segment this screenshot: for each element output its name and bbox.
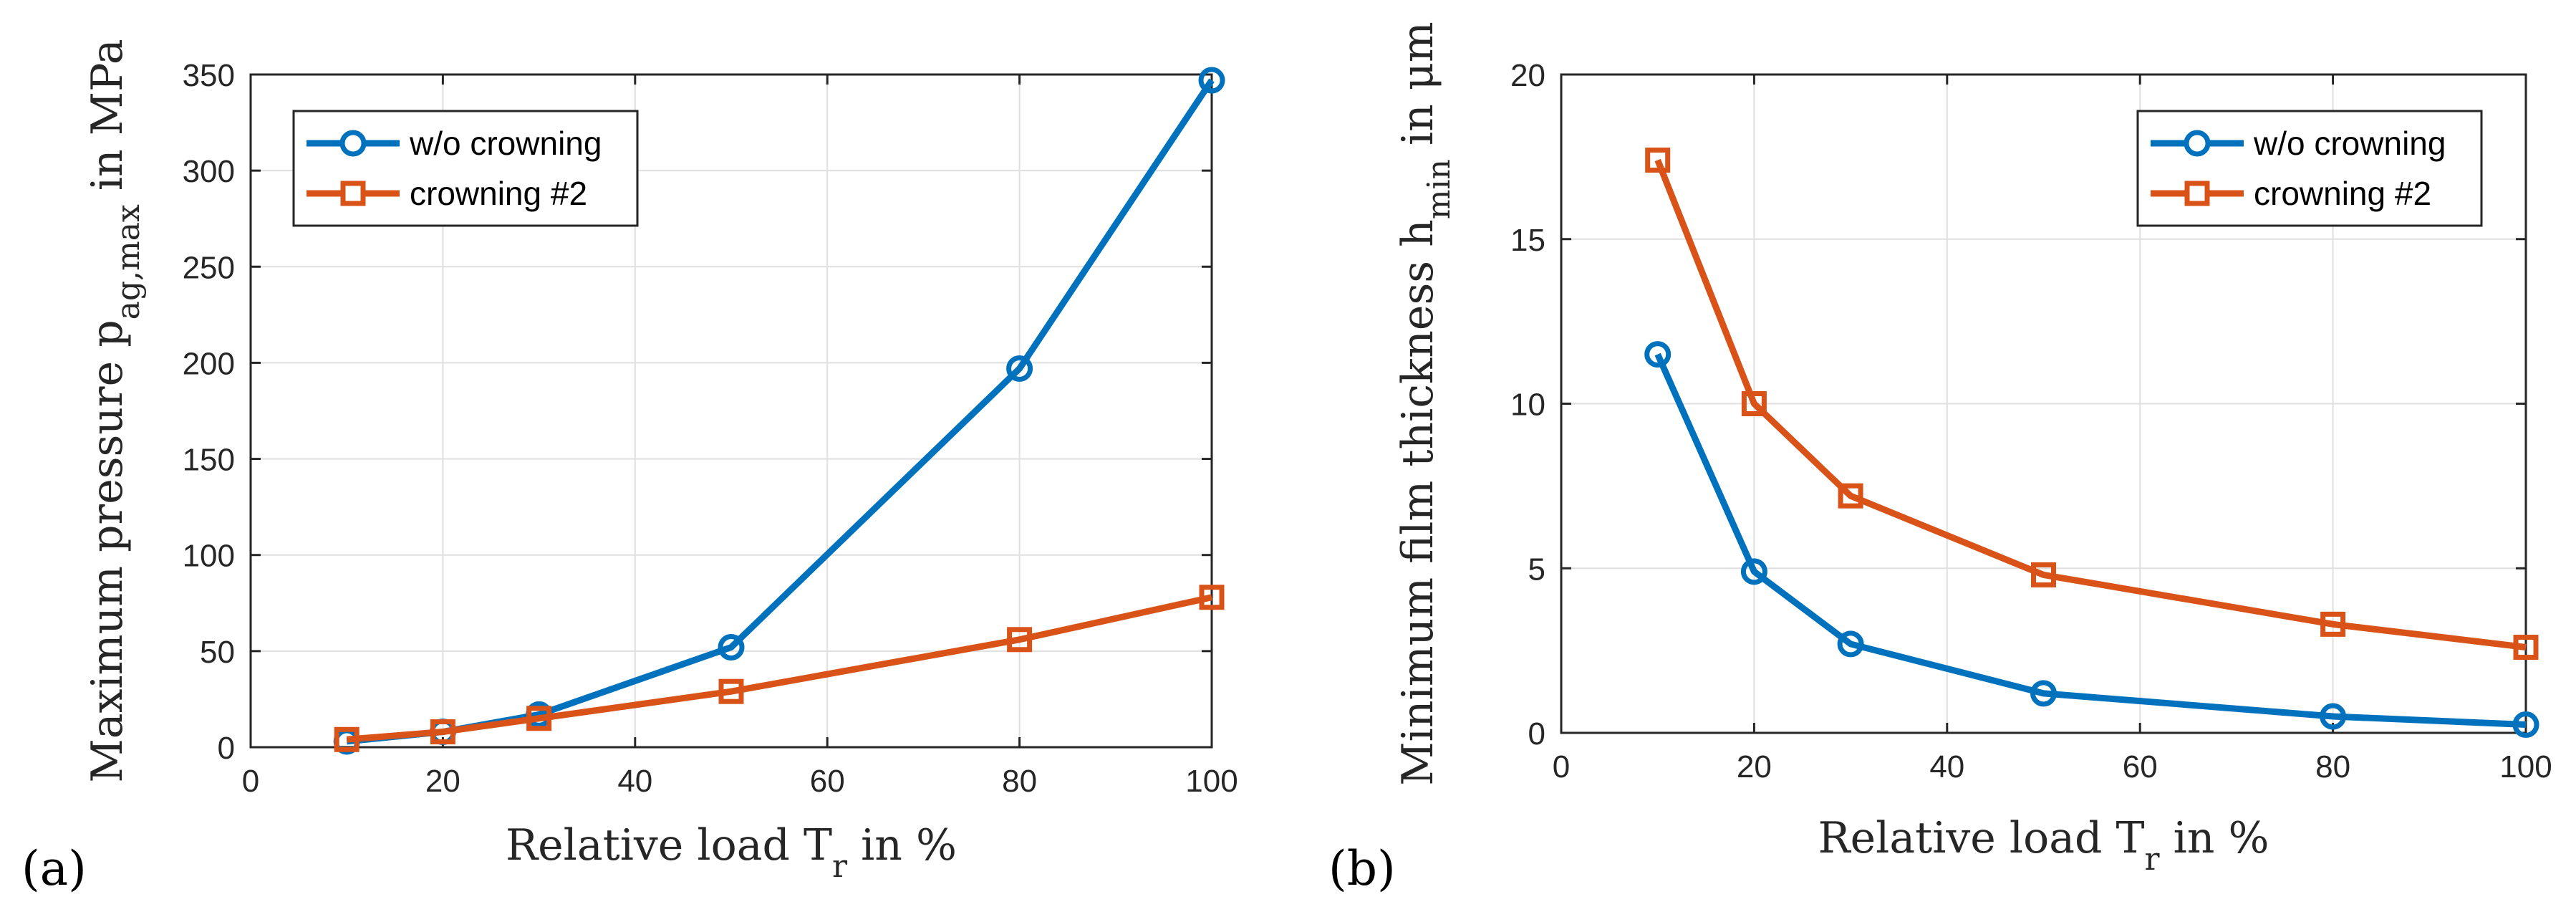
data-point-without-crowning (2320, 703, 2347, 730)
x-axis-label-main: Relative load T (506, 820, 832, 870)
data-point-crowning-2 (2031, 562, 2056, 587)
legend-label-crowning-2: crowning #2 (2254, 175, 2431, 212)
data-point-crowning-2 (1741, 391, 1767, 416)
x-tick-label: 80 (1002, 764, 1037, 799)
legend-marker-crowning-2 (340, 181, 366, 206)
panel-label: (b) (1328, 841, 1396, 896)
legend-marker-crowning-2 (2184, 181, 2210, 206)
y-tick-label: 50 (200, 635, 235, 670)
data-point-crowning-2 (2513, 635, 2539, 661)
y-tick-label: 100 (183, 539, 235, 574)
axes-frame (249, 73, 1213, 749)
y-axis-label: Maximum pressure pag,max in MPa (82, 39, 147, 782)
panel-label: (a) (21, 841, 87, 896)
x-axis-label-suffix: in % (2160, 813, 2269, 863)
data-point-crowning-2 (1645, 147, 1671, 173)
data-point-without-crowning (1198, 67, 1225, 94)
data-point-crowning-2 (1838, 483, 1863, 509)
y-tick-label: 300 (183, 154, 235, 189)
y-tick-label: 0 (218, 731, 235, 766)
x-tick-label: 0 (1553, 749, 1570, 784)
data-point-crowning-2 (334, 726, 360, 752)
series-line-crowning-2 (1654, 158, 2527, 650)
data-point-without-crowning (2512, 711, 2539, 739)
y-tick-label: 0 (1528, 716, 1545, 751)
x-tick-label: 0 (242, 764, 259, 799)
legend-box (2136, 110, 2483, 227)
x-tick-label: 60 (810, 764, 845, 799)
legend-label-crowning-2: crowning #2 (410, 175, 587, 212)
y-axis-label: Minimum film thickness hmin in μm (1393, 21, 1457, 786)
data-point-without-crowning (1837, 630, 1864, 658)
x-tick-label: 80 (2315, 749, 2350, 784)
x-tick-label: 40 (1929, 749, 1964, 784)
y-tick-label: 350 (183, 58, 235, 93)
x-tick-label: 40 (617, 764, 652, 799)
x-tick-label: 20 (425, 764, 460, 799)
x-tick-label: 100 (1185, 764, 1238, 799)
x-axis-label-main: Relative load T (1818, 813, 2144, 863)
data-point-without-crowning (2030, 680, 2057, 707)
y-tick-label: 15 (1510, 223, 1545, 258)
series-line-without-crowning (1654, 352, 2527, 729)
y-tick-label: 5 (1528, 552, 1545, 587)
x-axis-label-suffix: in % (847, 820, 957, 870)
y-axis-label-subscript: ag,max (110, 204, 147, 320)
data-point-without-crowning (1006, 355, 1033, 382)
legend-marker-without-crowning (2184, 130, 2211, 157)
legend-marker-without-crowning (339, 130, 367, 157)
chart-panel-b: 0 20 40 60 80 100 0 5 10 15 20 Relative load Tr in … (1328, 21, 2552, 896)
chart-panel-a: 0 20 40 60 80 100 0 50 100 150 200 250 300 350 Relativ… (21, 39, 1238, 896)
legend-label-without-crowning: w/o crowning (2253, 125, 2446, 162)
x-tick-label: 20 (1737, 749, 1772, 784)
y-tick-label: 20 (1510, 58, 1545, 93)
x-tick-label: 100 (2499, 749, 2552, 784)
x-axis-label: Relative load Tr in % (1818, 813, 2269, 878)
y-tick-label: 10 (1510, 388, 1545, 423)
y-axis-label-suffix: in MPa (82, 39, 132, 204)
data-point-crowning-2 (430, 719, 455, 745)
x-axis-label: Relative load Tr in % (506, 820, 957, 885)
y-axis-label-subscript: min (1421, 159, 1457, 219)
y-axis-label-main: Maximum pressure p (82, 320, 132, 782)
x-tick-label: 60 (2123, 749, 2158, 784)
legend-label-without-crowning: w/o crowning (409, 125, 602, 162)
y-axis-label-main: Minimum film thickness h (1393, 219, 1443, 786)
data-point-without-crowning (1740, 558, 1767, 585)
data-point-crowning-2 (2320, 611, 2346, 637)
data-point-without-crowning (1644, 341, 1671, 368)
data-point-crowning-2 (526, 706, 552, 731)
y-tick-label: 150 (183, 443, 235, 478)
y-axis-label-suffix: in μm (1393, 21, 1443, 159)
data-point-crowning-2 (718, 678, 744, 704)
y-tick-label: 250 (183, 250, 235, 285)
data-point-without-crowning (718, 633, 745, 661)
data-point-crowning-2 (1199, 585, 1225, 610)
data-point-crowning-2 (1007, 627, 1033, 653)
x-axis-label-subscript: r (2144, 841, 2160, 878)
y-tick-label: 200 (183, 346, 235, 381)
series-line-crowning-2 (346, 594, 1212, 743)
legend-box (292, 110, 639, 227)
x-axis-label-subscript: r (832, 848, 848, 885)
